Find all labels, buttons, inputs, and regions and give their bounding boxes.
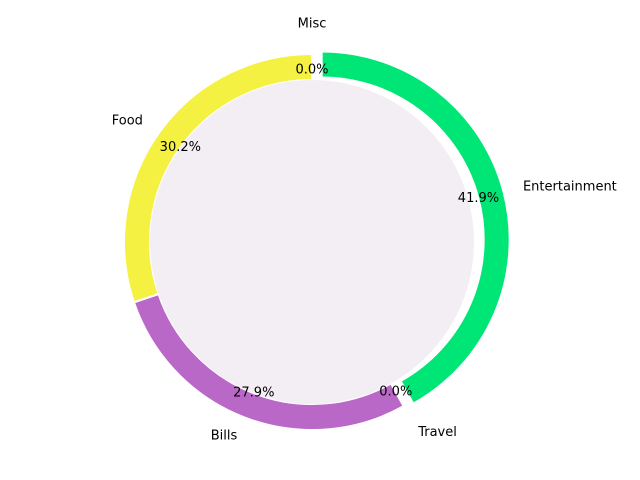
percent-bills: 27.9% (233, 386, 274, 401)
label-bills: Bills (211, 429, 238, 444)
percent-food: 30.2% (160, 140, 201, 155)
label-misc: Misc (298, 17, 327, 32)
donut-center (150, 80, 474, 404)
slice-entertainment (320, 50, 511, 406)
labels-group: Entertainment 41.9% Travel 0.0% Bills 27.9% Fo… (112, 17, 617, 444)
label-entertainment: Entertainment (523, 180, 617, 195)
label-food: Food (112, 113, 143, 128)
label-travel: Travel (417, 425, 457, 440)
percent-travel: 0.0% (379, 385, 412, 400)
slices-group (123, 50, 511, 431)
percent-entertainment: 41.9% (458, 191, 499, 206)
percent-misc: 0.0% (295, 63, 328, 78)
